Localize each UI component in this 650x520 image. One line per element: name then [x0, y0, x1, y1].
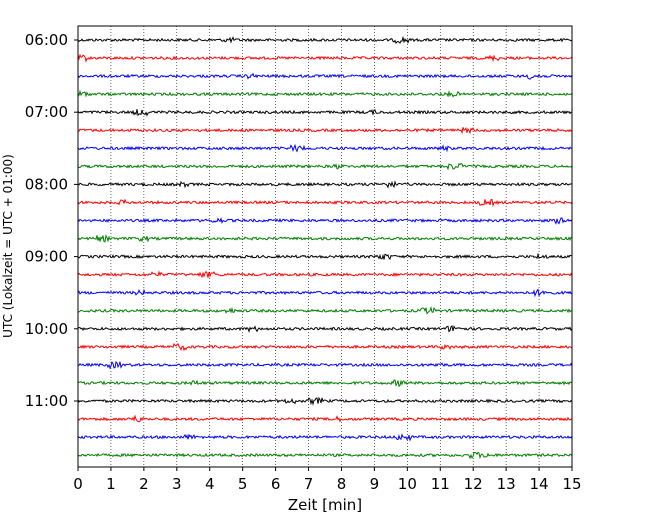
x-tick-label: 5	[238, 475, 248, 493]
trace-0615	[77, 53, 573, 63]
y-tick-label: 10:00	[25, 320, 68, 338]
x-tick-label: 10	[398, 475, 417, 493]
trace-0830	[77, 217, 573, 225]
trace-0945	[77, 305, 573, 315]
x-tick-label: 7	[304, 475, 314, 493]
trace-1030	[77, 360, 573, 370]
x-tick-label: 4	[205, 475, 215, 493]
trace-1130	[77, 433, 573, 442]
plot-frame	[77, 25, 573, 468]
x-tick-label: 2	[139, 475, 149, 493]
trace-0900	[77, 252, 573, 261]
y-tick-label: 06:00	[25, 31, 68, 49]
trace-0915	[77, 270, 573, 279]
y-axis-ticks: 06:00 07:00 08:00 09:00 10:00 11:00	[25, 31, 78, 410]
trace-0600	[77, 35, 573, 45]
x-tick-label: 9	[370, 475, 380, 493]
trace-0630	[77, 72, 573, 80]
x-tick-label: 13	[497, 475, 516, 493]
x-tick-label: 1	[106, 475, 116, 493]
x-tick-label: 12	[464, 475, 483, 493]
x-axis-label: Zeit [min]	[288, 496, 362, 514]
x-tick-label: 11	[431, 475, 450, 493]
trace-1100	[77, 396, 573, 406]
trace-0645	[77, 89, 573, 98]
trace-1145	[77, 451, 573, 460]
seismic-traces	[77, 35, 573, 460]
y-tick-label: 08:00	[25, 175, 68, 193]
trace-1015	[77, 342, 573, 352]
x-tick-label: 6	[271, 475, 281, 493]
y-tick-label: 11:00	[25, 392, 68, 410]
x-tick-label: 8	[337, 475, 347, 493]
x-tick-label: 15	[562, 475, 581, 493]
trace-0800	[77, 180, 573, 189]
trace-0745	[77, 162, 573, 171]
y-tick-label: 09:00	[25, 248, 68, 266]
trace-1000	[77, 325, 573, 333]
trace-1115	[77, 414, 573, 423]
x-tick-label: 14	[530, 475, 549, 493]
trace-0930	[77, 288, 573, 298]
trace-0715	[77, 126, 573, 135]
trace-0815	[77, 198, 573, 208]
trace-0700	[77, 109, 573, 117]
y-axis-label: UTC (Lokalzeit = UTC + 01:00)	[1, 154, 15, 338]
x-axis-ticks: 0 1 2 3 4 5 6 7 8 9 10 11 12 13 14 15	[73, 467, 582, 493]
x-tick-label: 0	[73, 475, 83, 493]
x-tick-label: 3	[172, 475, 182, 493]
trace-1045	[77, 379, 573, 387]
y-tick-label: 07:00	[25, 103, 68, 121]
trace-0730	[77, 143, 573, 153]
trace-0845	[77, 234, 573, 243]
